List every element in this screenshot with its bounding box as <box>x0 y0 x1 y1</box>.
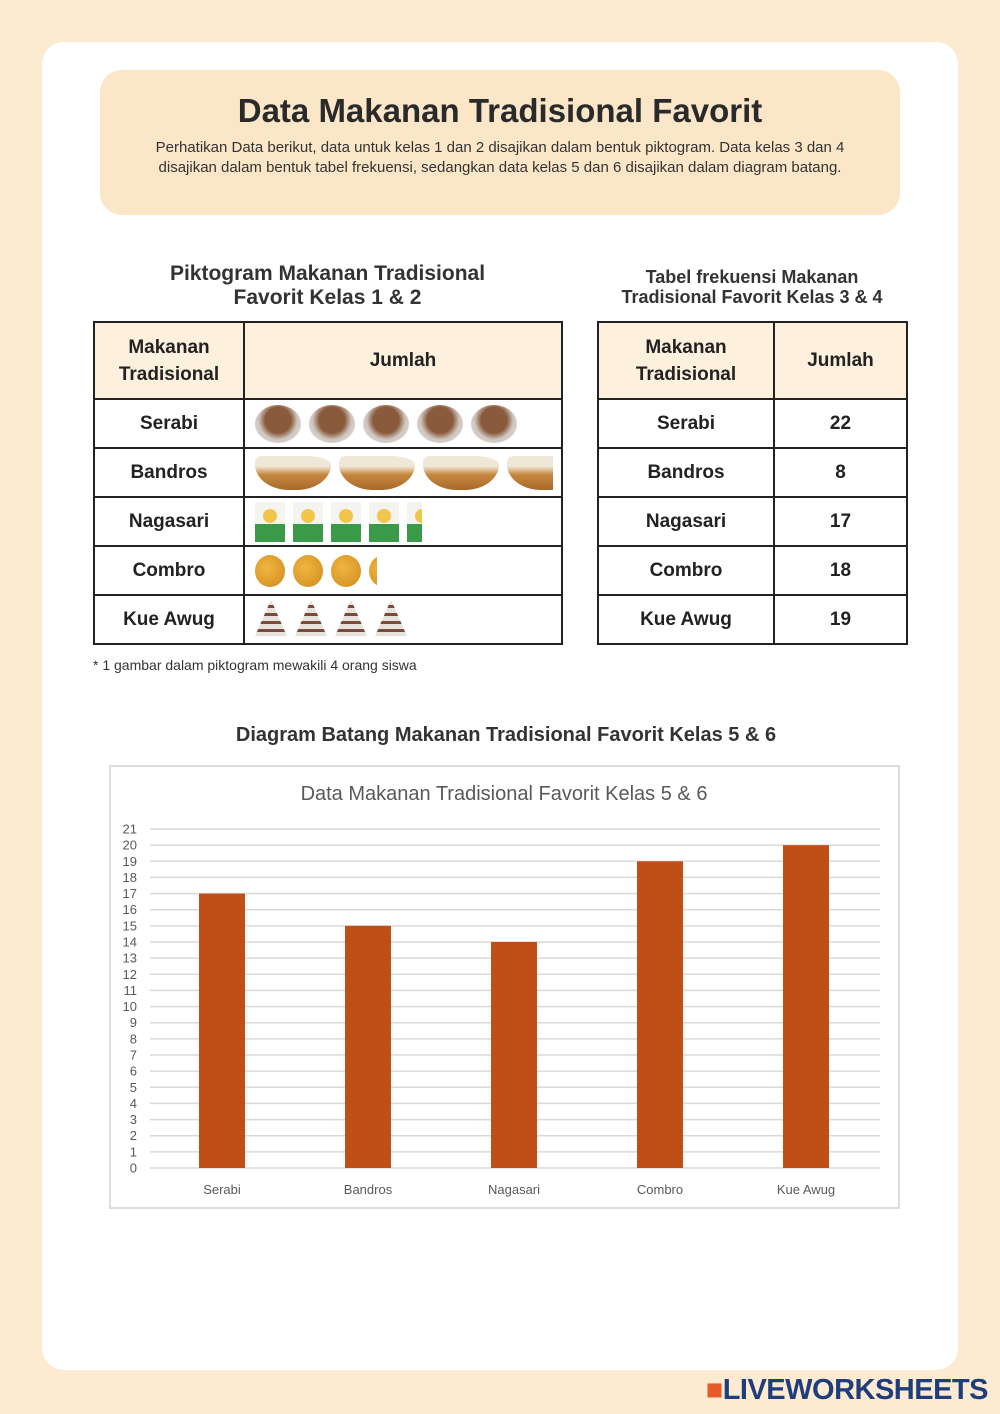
table-row: Combro 18 <box>597 545 908 596</box>
combro-icon <box>255 554 285 587</box>
food-name: Combro <box>93 545 245 596</box>
combro-icon <box>331 554 361 587</box>
table-row: Kue Awug <box>93 594 563 645</box>
pictogram-note: * 1 gambar dalam piktogram mewakili 4 or… <box>93 657 417 673</box>
food-name: Nagasari <box>93 496 245 547</box>
col-header: Makanan Tradisional <box>597 321 775 400</box>
serabi-icon <box>255 404 301 443</box>
table-row: Bandros 8 <box>597 447 908 498</box>
pictogram-title-line: Piktogram Makanan Tradisional <box>169 262 486 285</box>
logo-text: LIVEWORKSHEETS <box>722 1374 989 1406</box>
food-count: 22 <box>773 398 908 449</box>
pictogram-icons <box>243 545 563 596</box>
food-name: Kue Awug <box>93 594 245 645</box>
nagasari-icon <box>255 501 285 542</box>
kue-awug-icon <box>295 599 327 640</box>
freq-title-line: Tabel frekuensi Makanan <box>645 267 859 287</box>
pictogram-title: Piktogram Makanan Tradisional Favorit Ke… <box>93 262 562 310</box>
food-name: Combro <box>597 545 775 596</box>
kue-awug-icon <box>255 599 287 640</box>
table-row: Nagasari 17 <box>597 496 908 547</box>
food-name: Nagasari <box>597 496 775 547</box>
bandros-icon <box>423 455 499 490</box>
bandros-icon <box>507 455 553 490</box>
food-name: Serabi <box>93 398 245 449</box>
food-name: Serabi <box>597 398 775 449</box>
col-header: Jumlah <box>243 321 563 400</box>
nagasari-icon <box>293 501 323 542</box>
combro-icon <box>293 554 323 587</box>
col-header: Jumlah <box>773 321 908 400</box>
food-name: Bandros <box>93 447 245 498</box>
header-box: Data Makanan Tradisional Favorit Perhati… <box>100 70 900 215</box>
nagasari-icon <box>369 501 399 542</box>
food-name: Kue Awug <box>597 594 775 645</box>
pictogram-icons <box>243 398 563 449</box>
pictogram-icons <box>243 496 563 547</box>
table-row: Combro <box>93 545 563 596</box>
bandros-icon <box>339 455 415 490</box>
food-count: 17 <box>773 496 908 547</box>
table-row: Kue Awug 19 <box>597 594 908 645</box>
serabi-icon <box>471 404 517 443</box>
combro-icon <box>369 554 377 587</box>
nagasari-icon <box>407 501 422 542</box>
frequency-table: Makanan Tradisional Jumlah Serabi 22 Bandro… <box>597 321 908 645</box>
table-row: Serabi <box>93 398 563 449</box>
table-row: Bandros <box>93 447 563 498</box>
bar-section-title: Diagram Batang Makanan Tradisional Favor… <box>235 724 777 746</box>
table-row: Nagasari <box>93 496 563 547</box>
bar-chart-frame <box>109 765 900 1209</box>
page-title: Data Makanan Tradisional Favorit <box>237 92 763 129</box>
bandros-icon <box>255 455 331 490</box>
serabi-icon <box>417 404 463 443</box>
liveworksheets-logo: ■LIVEWORKSHEETS <box>705 1374 989 1406</box>
col-header: Makanan Tradisional <box>93 321 245 400</box>
kue-awug-icon <box>375 599 407 640</box>
pictogram-icons <box>243 447 563 498</box>
food-count: 18 <box>773 545 908 596</box>
freq-table-title: Tabel frekuensi Makanan Tradisional Favo… <box>597 267 907 307</box>
pictogram-title-line: Favorit Kelas 1 & 2 <box>233 286 422 309</box>
instructions: Perhatikan Data berikut, data untuk kela… <box>155 139 845 176</box>
serabi-icon <box>309 404 355 443</box>
pictogram-icons <box>243 594 563 645</box>
food-name: Bandros <box>597 447 775 498</box>
freq-title-line: Tradisional Favorit Kelas 3 & 4 <box>621 287 883 307</box>
nagasari-icon <box>331 501 361 542</box>
pictogram-table: Makanan Tradisional Jumlah Serabi Bandros N… <box>93 321 563 645</box>
food-count: 19 <box>773 594 908 645</box>
table-row: Serabi 22 <box>597 398 908 449</box>
food-count: 8 <box>773 447 908 498</box>
serabi-icon <box>363 404 409 443</box>
kue-awug-icon <box>335 599 367 640</box>
